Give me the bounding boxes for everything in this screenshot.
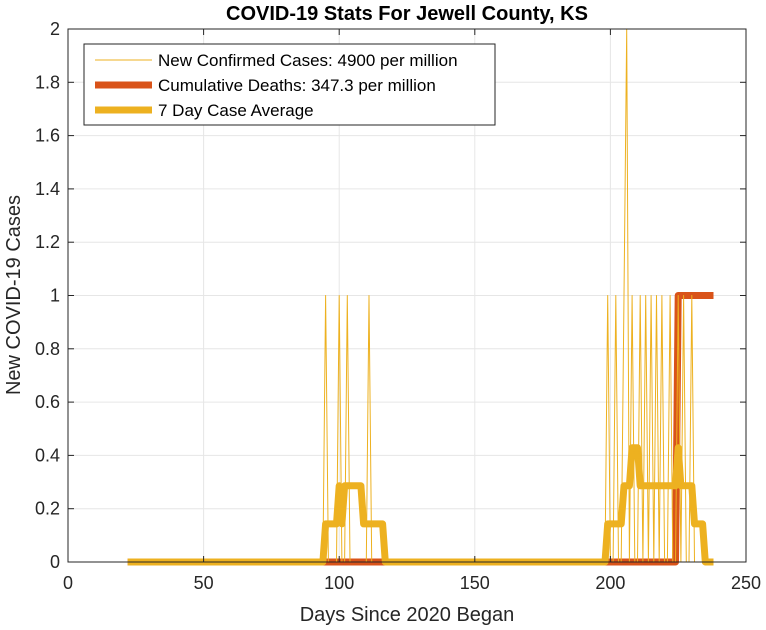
x-axis-label: Days Since 2020 Began <box>300 604 515 626</box>
x-tick-label: 200 <box>595 573 625 593</box>
legend-label-7-day-average: 7 Day Case Average <box>158 101 314 120</box>
legend: New Confirmed Cases: 4900 per million Cu… <box>83 43 496 126</box>
ticks: 0 50 100 150 200 250 0 0.2 0.4 0.6 0.8 1 1.2 1.4 1.6 1.… <box>35 19 761 593</box>
y-tick-label: 0.2 <box>35 499 60 519</box>
y-tick-label: 1.6 <box>35 126 60 146</box>
y-axis-label: New COVID-19 Cases <box>3 195 25 395</box>
y-tick-label: 1 <box>50 286 60 306</box>
y-tick-label: 1.2 <box>35 232 60 252</box>
legend-label-new-cases: New Confirmed Cases: 4900 per million <box>158 51 458 70</box>
y-tick-label: 2 <box>50 19 60 39</box>
y-tick-label: 0.4 <box>35 445 60 465</box>
y-tick-label: 0 <box>50 552 60 572</box>
y-tick-label: 1.8 <box>35 72 60 92</box>
legend-box <box>83 43 496 126</box>
y-tick-label: 0.6 <box>35 392 60 412</box>
series-7-day-average <box>127 444 715 566</box>
y-tick-label: 0.8 <box>35 339 60 359</box>
x-tick-label: 250 <box>731 573 761 593</box>
x-tick-label: 150 <box>460 573 490 593</box>
x-tick-label: 100 <box>324 573 354 593</box>
x-tick-label: 50 <box>194 573 214 593</box>
chart-title: COVID-19 Stats For Jewell County, KS <box>226 3 588 25</box>
y-tick-label: 1.4 <box>35 179 60 199</box>
x-tick-label: 0 <box>63 573 73 593</box>
legend-label-cumulative-deaths: Cumulative Deaths: 347.3 per million <box>158 76 436 95</box>
